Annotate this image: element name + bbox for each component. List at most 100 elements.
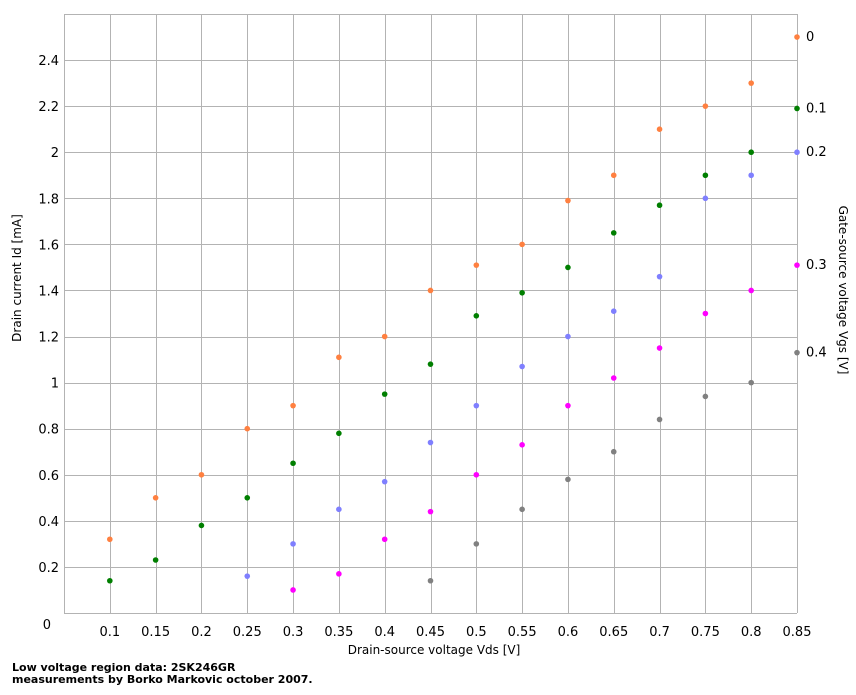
data-point <box>290 402 296 409</box>
data-point <box>427 439 434 446</box>
data-point <box>107 577 113 584</box>
data-point <box>381 536 388 543</box>
x-axis-title: Drain-source voltage Vds [V] <box>348 643 521 657</box>
data-point <box>519 506 525 513</box>
x-tick-label: 0.65 <box>599 625 628 640</box>
data-point <box>748 287 754 294</box>
data-point <box>656 345 663 351</box>
y-tick-label: 0 <box>43 618 51 633</box>
data-point <box>610 172 617 179</box>
data-point <box>565 402 571 409</box>
y-tick-label: 1.4 <box>38 284 59 299</box>
series-label: 0.1 <box>806 101 827 116</box>
series-label: 0.4 <box>806 346 827 361</box>
data-point <box>381 478 388 485</box>
y-tick-label: 2.2 <box>38 100 59 115</box>
y-tick-label: 0.2 <box>38 561 59 576</box>
data-point <box>794 262 800 268</box>
data-point <box>748 80 754 86</box>
data-point <box>794 349 800 356</box>
data-point <box>519 241 525 248</box>
data-point <box>565 476 571 483</box>
x-tick-label: 0.8 <box>741 625 762 640</box>
y-axis-title: Drain current Id [mA] <box>10 214 24 342</box>
data-point <box>656 273 663 280</box>
data-point <box>565 333 571 340</box>
data-point <box>748 379 754 386</box>
series-0.3 <box>290 262 800 593</box>
right-axis-title: Gate-source voltage Vgs [V] <box>836 206 850 375</box>
data-point <box>702 103 709 109</box>
x-tick-label: 0.7 <box>649 625 670 640</box>
caption-line-1: Low voltage region data: 2SK246GR <box>12 661 236 674</box>
x-tick-labels: 0.1 0.15 0.2 0.25 0.3 0.35 0.4 0.45 0.5 0.55 0.6 0.… <box>99 625 811 640</box>
x-tick-label: 0.2 <box>191 625 212 640</box>
data-point <box>152 557 159 563</box>
data-point <box>656 202 663 209</box>
data-point <box>656 416 663 423</box>
data-point <box>473 262 480 268</box>
data-point <box>656 126 663 132</box>
x-tick-label: 0.55 <box>508 625 537 640</box>
data-point <box>290 587 296 593</box>
y-tick-label: 1.6 <box>38 238 59 253</box>
series-0.4 <box>427 349 800 584</box>
data-point <box>610 308 617 314</box>
data-point <box>244 573 251 579</box>
series-label: 0.2 <box>806 145 827 160</box>
x-tick-label: 0.35 <box>324 625 353 640</box>
data-point <box>519 363 525 370</box>
data-point <box>427 508 434 515</box>
x-tick-label: 0.25 <box>233 625 262 640</box>
data-point <box>198 471 205 478</box>
data-point <box>702 393 709 400</box>
data-point <box>290 541 296 547</box>
data-point <box>702 172 709 179</box>
data-point <box>519 442 525 448</box>
data-point <box>336 571 342 577</box>
data-point <box>381 333 388 340</box>
x-tick-label: 0.3 <box>283 625 304 640</box>
data-point <box>152 495 159 501</box>
series-0.1 <box>107 105 800 584</box>
data-point <box>794 149 800 156</box>
data-point <box>473 541 480 547</box>
y-tick-label: 1 <box>51 377 59 392</box>
data-point <box>748 172 754 179</box>
data-point <box>702 195 709 202</box>
y-tick-label: 0.8 <box>38 423 59 438</box>
data-point <box>473 471 480 478</box>
data-point <box>427 287 434 294</box>
data-point <box>610 230 617 236</box>
data-point <box>290 460 296 467</box>
data-point <box>702 310 709 317</box>
data-point <box>336 354 342 361</box>
x-tick-label: 0.1 <box>99 625 120 640</box>
y-tick-label: 0.6 <box>38 469 59 484</box>
data-point <box>244 495 251 501</box>
data-point <box>336 506 342 513</box>
x-tick-label: 0.75 <box>691 625 720 640</box>
data-point <box>610 448 617 455</box>
caption-line-2: measurements by Borko Markovic october 2… <box>12 673 313 686</box>
data-point <box>794 105 800 112</box>
x-tick-label: 0.45 <box>416 625 445 640</box>
data-point <box>427 361 434 367</box>
x-tick-label: 0.15 <box>141 625 170 640</box>
data-point <box>610 375 617 381</box>
series-label: 0 <box>806 30 814 45</box>
x-tick-label: 0.5 <box>466 625 487 640</box>
data-point <box>473 313 480 319</box>
data-point <box>336 430 342 437</box>
y-tick-label: 2 <box>51 146 59 161</box>
y-tick-labels: 0 0.2 0.4 0.6 0.8 1 1.2 1.4 1.6 1.8 2 2.2 2.4 <box>38 54 59 633</box>
series-0.2 <box>244 149 800 579</box>
data-point <box>748 149 754 156</box>
x-tick-label: 0.85 <box>783 625 812 640</box>
data-point <box>565 197 571 204</box>
data-point <box>244 425 251 432</box>
data-point <box>794 34 800 40</box>
data-point <box>427 577 434 584</box>
x-tick-label: 0.6 <box>558 625 579 640</box>
